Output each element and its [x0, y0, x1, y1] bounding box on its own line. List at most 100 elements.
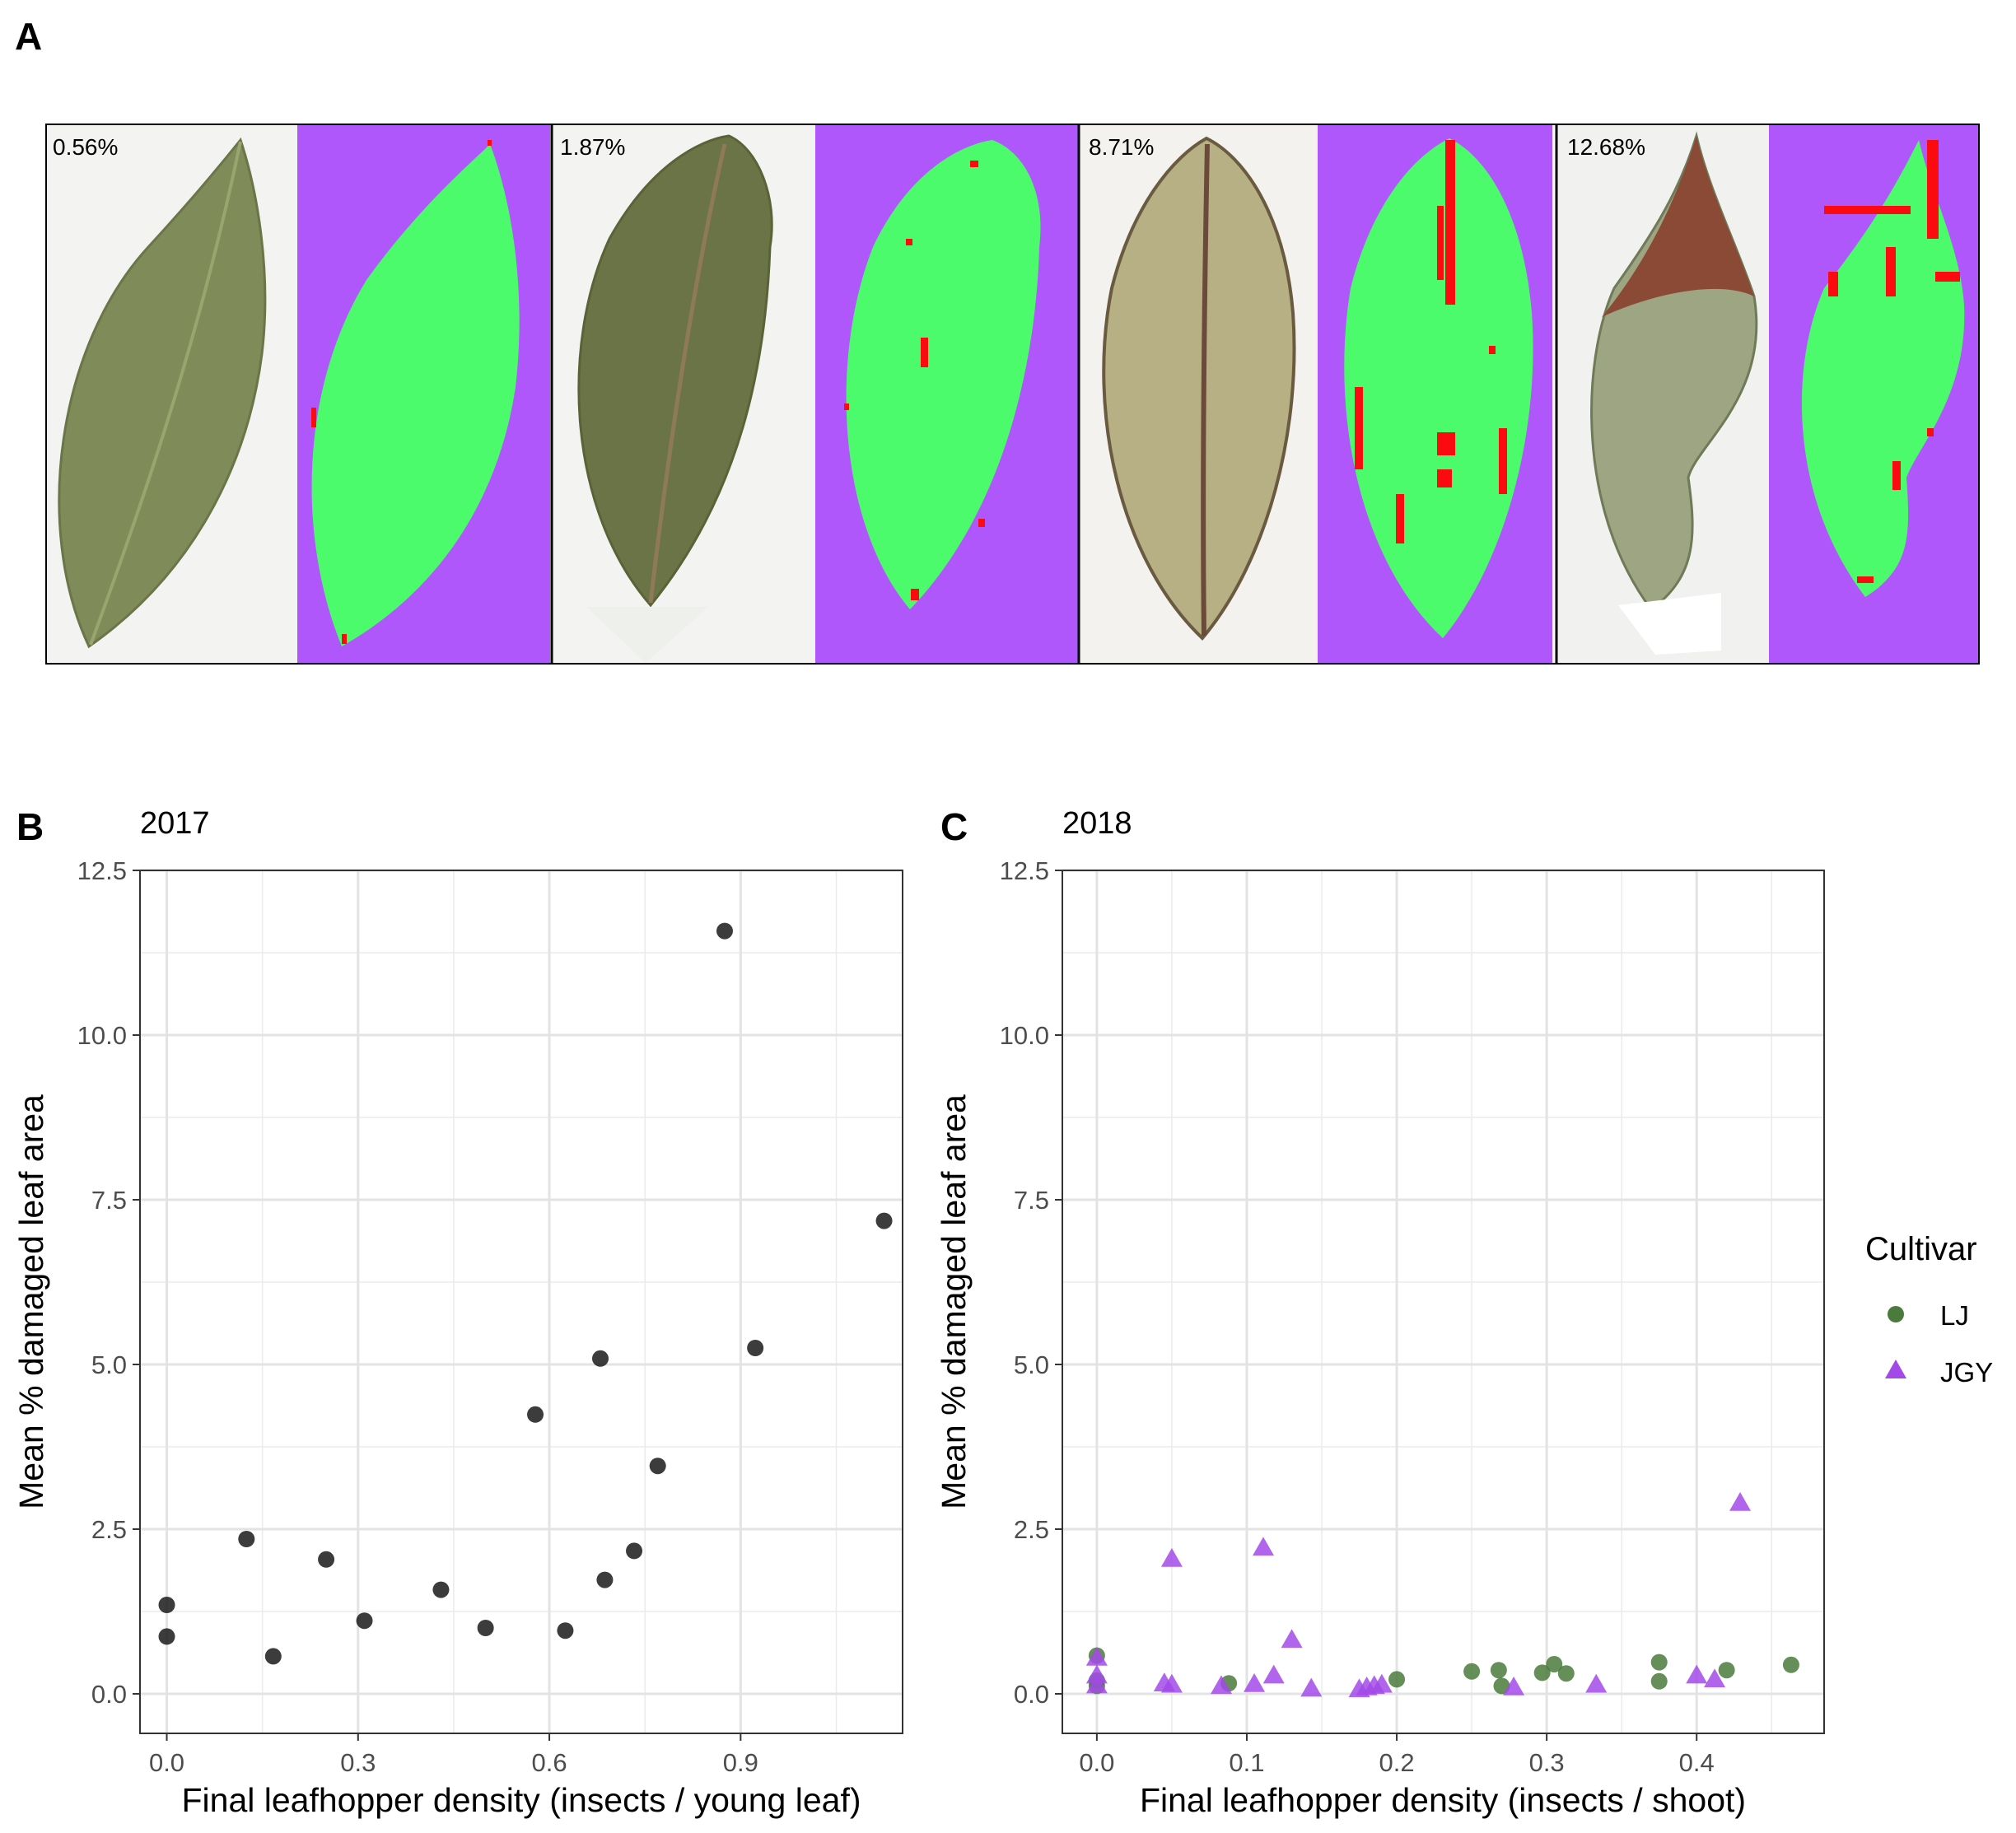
x-tick-label: 0.3 [1529, 1748, 1565, 1777]
chart-title: 2018 [1062, 806, 1132, 841]
x-axis: 0.0 0.1 0.2 0.3 0.4 [1079, 1733, 1715, 1777]
data-point-triangle [1503, 1677, 1525, 1695]
y-tick-label: 10.0 [77, 1021, 127, 1050]
x-tick-label: 0.1 [1229, 1748, 1264, 1777]
damage-spot [844, 403, 849, 410]
data-point-triangle [1729, 1492, 1752, 1511]
data-point-circle [318, 1551, 335, 1568]
data-point-circle [356, 1612, 373, 1630]
damage-spot [1437, 469, 1452, 487]
data-point-triangle [1252, 1537, 1274, 1556]
legend-key-lj [1888, 1306, 1904, 1322]
damage-spot [978, 519, 985, 527]
damage-spot [911, 589, 919, 600]
data-point-circle [527, 1406, 544, 1423]
damage-spot [488, 140, 492, 146]
data-point-triangle [1686, 1664, 1708, 1684]
leaf-scan-photo [577, 134, 773, 608]
data-point-circle [1533, 1664, 1551, 1681]
damage-spot [1437, 432, 1455, 455]
damage-spot [970, 161, 978, 167]
damage-spot [342, 634, 347, 644]
plot-area [140, 870, 903, 1733]
damage-spot [1445, 140, 1455, 305]
x-tick-label: 0.0 [149, 1748, 184, 1777]
data-point-circle [158, 1597, 175, 1613]
data-point-circle [1490, 1662, 1507, 1679]
y-tick-label: 5.0 [1014, 1350, 1049, 1379]
y-tick-label: 7.5 [91, 1186, 127, 1215]
leaf-sample-2: 1.87% [552, 124, 1079, 664]
leaf-percent-label: 12.68% [1567, 134, 1645, 160]
leaf-sample-3: 8.71% [1079, 124, 1552, 664]
data-point-circle [557, 1622, 574, 1639]
data-point-triangle [1281, 1629, 1303, 1649]
data-point-triangle [1244, 1673, 1266, 1692]
legend-label-lj: LJ [1940, 1300, 1969, 1331]
data-point-triangle [1085, 1674, 1108, 1694]
legend-title: Cultivar [1865, 1231, 1977, 1267]
panel-c-label: C [940, 805, 968, 848]
damage-spot [906, 239, 912, 245]
x-tick-label: 0.9 [723, 1748, 758, 1777]
data-point-triangle [1085, 1664, 1108, 1684]
leaf-midrib [648, 143, 727, 604]
legend-label-jgy: JGY [1940, 1357, 1993, 1388]
healthy-area-mask [1801, 140, 1965, 597]
x-tick-label: 0.3 [340, 1748, 376, 1777]
leaf-sample-1: 0.56% [46, 124, 550, 664]
data-point-circle [747, 1340, 764, 1356]
y-axis: 0.0 2.5 5.0 7.5 10.0 12.5 [1000, 856, 1062, 1709]
damage-spot [1886, 247, 1896, 296]
damage-spot [1857, 576, 1874, 583]
data-point-circle [596, 1571, 614, 1588]
damage-spot [1828, 272, 1838, 296]
data-point-circle [1493, 1677, 1510, 1695]
damage-spot [921, 338, 928, 367]
data-point-triangle [1704, 1668, 1726, 1688]
chart-title: 2017 [140, 806, 210, 841]
damage-spot [1499, 428, 1507, 494]
data-point-circle [716, 922, 733, 940]
damage-spot [1489, 346, 1496, 354]
data-point-triangle [1211, 1675, 1233, 1695]
healthy-area-mask [311, 144, 520, 646]
panel-b-label: B [16, 805, 44, 848]
damage-spot [1396, 494, 1404, 543]
legend: Cultivar LJ JGY [1865, 1231, 1993, 1388]
y-axis: 0.0 2.5 5.0 7.5 10.0 12.5 [77, 856, 140, 1709]
data-point-triangle [1160, 1673, 1183, 1693]
data-point-circle [592, 1350, 609, 1367]
leaf-scan-photo [1102, 136, 1296, 641]
damage-spot [311, 408, 316, 427]
damage-spot [1824, 206, 1911, 214]
data-points [1085, 1492, 1799, 1698]
scan-patch [1618, 593, 1721, 655]
data-point-circle [1463, 1663, 1481, 1680]
healthy-area-mask [846, 140, 1041, 609]
data-point-triangle [1160, 1548, 1183, 1567]
data-point-circle [432, 1581, 450, 1598]
data-point-circle [477, 1620, 494, 1636]
data-point-circle [649, 1458, 666, 1475]
leaf-midrib [1201, 143, 1210, 637]
leaf-percent-label: 0.56% [53, 134, 118, 160]
data-point-circle [1388, 1671, 1406, 1688]
damage-spot [1355, 387, 1363, 469]
panel-a-label: A [15, 15, 42, 58]
y-tick-label: 2.5 [91, 1515, 127, 1544]
data-point-triangle [1300, 1677, 1323, 1697]
panel-a: A 0.56% 1.87% [15, 15, 1980, 665]
damage-spot [1927, 140, 1939, 239]
scan-patch [586, 607, 708, 663]
leaf-midrib [89, 141, 242, 646]
data-point-circle [1546, 1656, 1563, 1672]
x-axis: 0.0 0.3 0.6 0.9 [149, 1733, 758, 1777]
x-tick-label: 0.0 [1079, 1748, 1114, 1777]
y-axis-label: Mean % damaged leaf area [935, 1094, 973, 1509]
damage-spot [1935, 272, 1960, 282]
data-point-circle [1650, 1672, 1668, 1690]
x-tick-label: 0.2 [1379, 1748, 1414, 1777]
y-tick-label: 5.0 [91, 1350, 127, 1379]
data-point-circle [1782, 1656, 1799, 1673]
